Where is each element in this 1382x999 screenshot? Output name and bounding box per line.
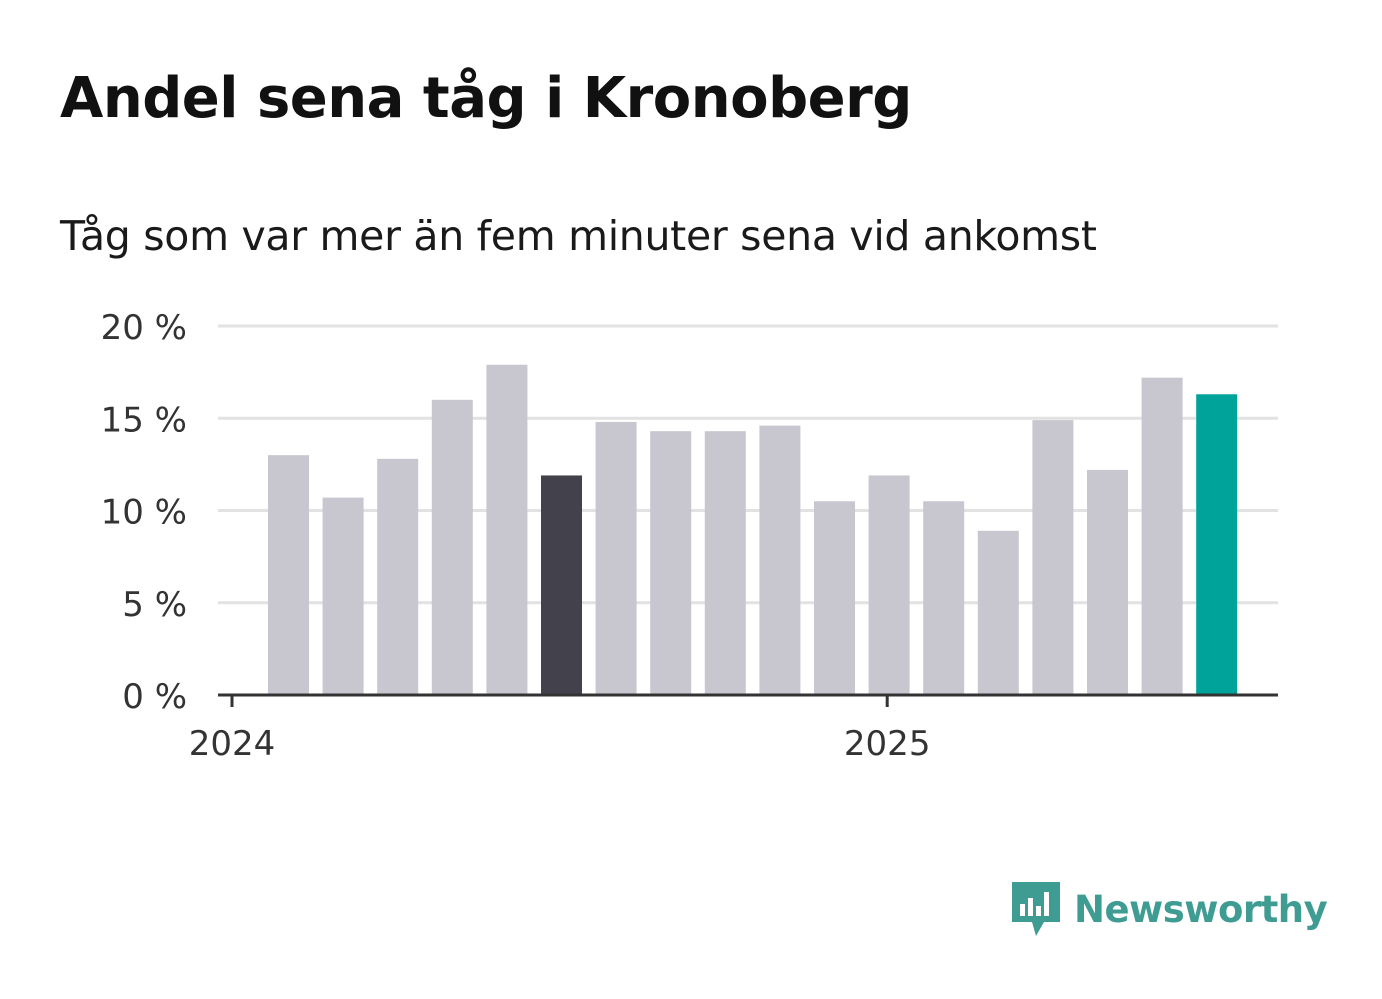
bar	[268, 455, 309, 695]
bar	[814, 501, 855, 695]
newsworthy-brand: Newsworthy	[1010, 878, 1328, 940]
bar	[759, 425, 801, 695]
bar	[923, 501, 965, 695]
y-tick-label: 20 %	[101, 308, 187, 348]
bar	[704, 431, 746, 695]
bar	[322, 497, 364, 695]
bar	[977, 530, 1019, 695]
bar	[1141, 377, 1183, 695]
y-tick-label: 15 %	[101, 400, 187, 440]
y-tick-label: 5 %	[122, 585, 187, 625]
chart-subtitle: Tåg som var mer än fem minuter sena vid …	[60, 212, 1097, 260]
bar	[595, 421, 637, 695]
bar	[868, 475, 910, 695]
newsworthy-logo-icon	[1012, 882, 1060, 936]
x-axis: 2024 2025	[189, 693, 1278, 764]
bars	[268, 364, 1238, 695]
bar	[377, 458, 419, 695]
y-axis-labels: 0 % 5 % 10 % 15 % 20 %	[101, 308, 187, 717]
x-tick-label: 2024	[189, 724, 276, 764]
bar	[650, 431, 692, 695]
bar	[1032, 420, 1074, 695]
bar	[486, 364, 528, 695]
x-tick-label: 2025	[844, 724, 931, 764]
y-tick-label: 0 %	[122, 677, 187, 717]
bar-highlighted	[541, 475, 582, 695]
brand-name: Newsworthy	[1074, 887, 1328, 931]
bar	[431, 399, 473, 695]
y-tick-label: 10 %	[101, 493, 187, 533]
bar-latest	[1196, 394, 1238, 695]
bar	[1087, 469, 1128, 695]
chart-title: Andel sena tåg i Kronoberg	[60, 66, 912, 131]
